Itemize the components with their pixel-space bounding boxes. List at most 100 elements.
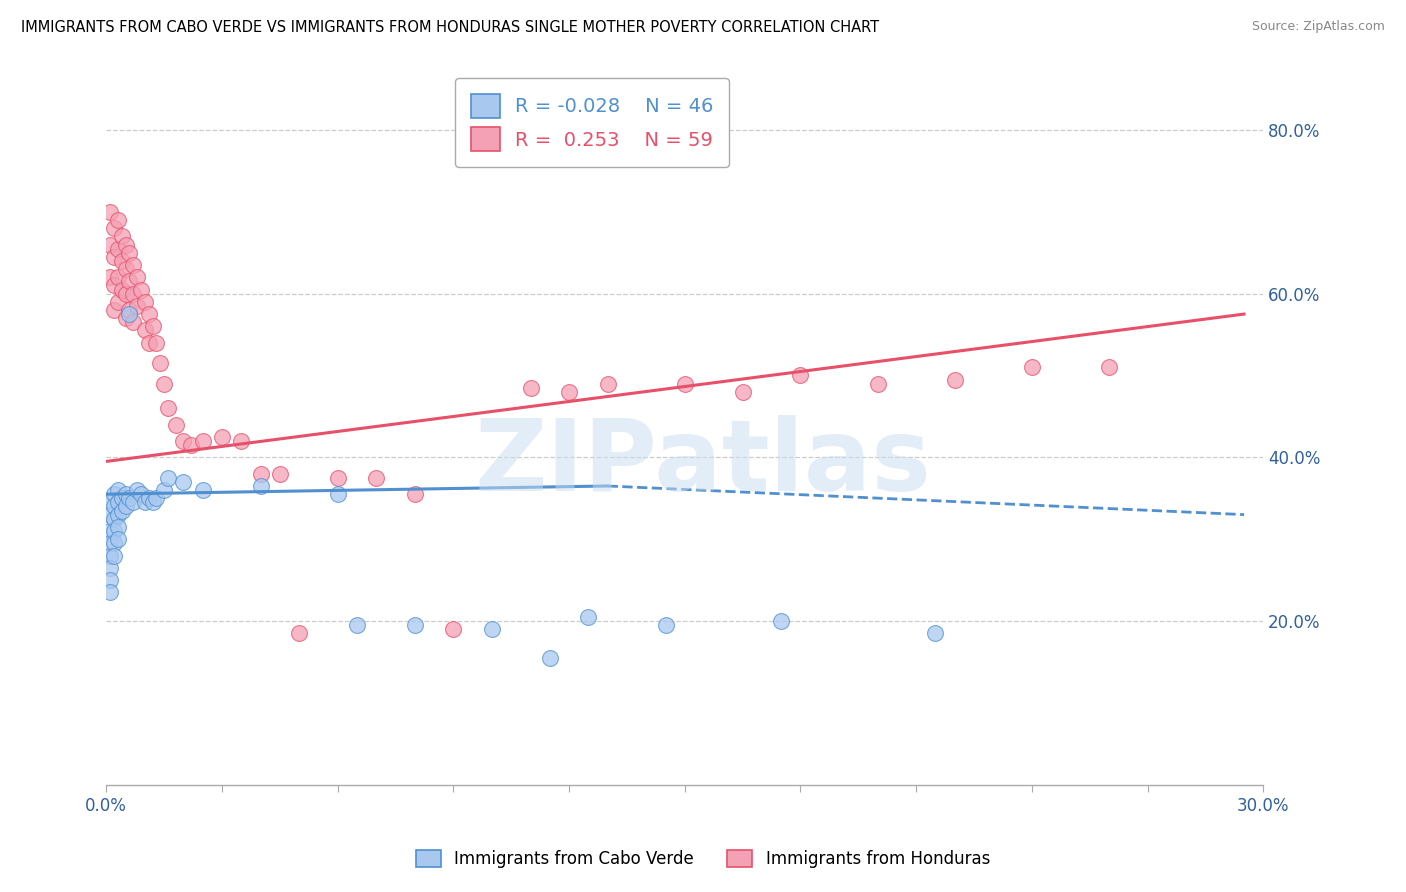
Point: [129, 283, 152, 297]
Point: [98, 573, 121, 587]
Point: [103, 549, 125, 563]
Point: [122, 495, 145, 509]
Point: [269, 467, 291, 481]
Point: [129, 487, 152, 501]
Point: [111, 283, 134, 297]
Point: [103, 500, 125, 514]
Point: [191, 483, 214, 497]
Point: [103, 221, 125, 235]
Point: [172, 434, 194, 448]
Point: [103, 512, 125, 526]
Point: [153, 376, 176, 391]
Point: [107, 508, 129, 522]
Point: [596, 376, 619, 391]
Point: [481, 622, 503, 636]
Point: [288, 626, 311, 640]
Text: IMMIGRANTS FROM CABO VERDE VS IMMIGRANTS FROM HONDURAS SINGLE MOTHER POVERTY COR: IMMIGRANTS FROM CABO VERDE VS IMMIGRANTS…: [21, 20, 879, 35]
Point: [111, 491, 134, 506]
Point: [134, 323, 156, 337]
Point: [211, 430, 233, 444]
Point: [103, 303, 125, 318]
Point: [118, 245, 141, 260]
Point: [172, 475, 194, 489]
Point: [122, 315, 145, 329]
Point: [103, 524, 125, 538]
Point: [118, 303, 141, 318]
Point: [103, 487, 125, 501]
Point: [122, 258, 145, 272]
Point: [98, 524, 121, 538]
Point: [118, 274, 141, 288]
Point: [98, 237, 121, 252]
Point: [107, 242, 129, 256]
Point: [576, 610, 599, 624]
Point: [103, 536, 125, 550]
Point: [114, 237, 136, 252]
Point: [326, 471, 349, 485]
Point: [149, 356, 172, 370]
Point: [111, 253, 134, 268]
Point: [107, 495, 129, 509]
Point: [673, 376, 696, 391]
Point: [98, 204, 121, 219]
Point: [231, 434, 253, 448]
Point: [114, 286, 136, 301]
Point: [122, 286, 145, 301]
Legend: R = -0.028    N = 46, R =  0.253    N = 59: R = -0.028 N = 46, R = 0.253 N = 59: [456, 78, 730, 167]
Point: [943, 373, 966, 387]
Text: ZIPatlas: ZIPatlas: [475, 416, 931, 512]
Point: [107, 270, 129, 285]
Point: [924, 626, 946, 640]
Point: [107, 294, 129, 309]
Point: [519, 381, 541, 395]
Point: [98, 270, 121, 285]
Point: [156, 471, 179, 485]
Point: [118, 307, 141, 321]
Point: [107, 213, 129, 227]
Point: [866, 376, 889, 391]
Point: [366, 471, 388, 485]
Point: [249, 479, 271, 493]
Point: [107, 520, 129, 534]
Point: [346, 618, 368, 632]
Point: [127, 270, 149, 285]
Point: [145, 491, 167, 506]
Point: [98, 549, 121, 563]
Point: [103, 278, 125, 293]
Point: [114, 500, 136, 514]
Point: [141, 495, 163, 509]
Point: [153, 483, 176, 497]
Point: [103, 250, 125, 264]
Point: [538, 651, 561, 665]
Point: [404, 618, 426, 632]
Point: [558, 384, 581, 399]
Point: [1098, 360, 1121, 375]
Point: [114, 262, 136, 277]
Point: [98, 495, 121, 509]
Point: [180, 438, 202, 452]
Point: [731, 384, 754, 399]
Point: [441, 622, 464, 636]
Point: [107, 532, 129, 546]
Point: [134, 495, 156, 509]
Point: [138, 335, 160, 350]
Point: [145, 335, 167, 350]
Text: Source: ZipAtlas.com: Source: ZipAtlas.com: [1251, 20, 1385, 33]
Point: [404, 487, 426, 501]
Point: [156, 401, 179, 416]
Point: [127, 483, 149, 497]
Point: [111, 229, 134, 244]
Point: [107, 483, 129, 497]
Point: [191, 434, 214, 448]
Point: [127, 299, 149, 313]
Point: [1021, 360, 1043, 375]
Point: [114, 487, 136, 501]
Point: [770, 614, 793, 628]
Point: [141, 319, 163, 334]
Point: [98, 585, 121, 599]
Point: [98, 536, 121, 550]
Point: [326, 487, 349, 501]
Point: [165, 417, 187, 432]
Point: [249, 467, 271, 481]
Point: [138, 307, 160, 321]
